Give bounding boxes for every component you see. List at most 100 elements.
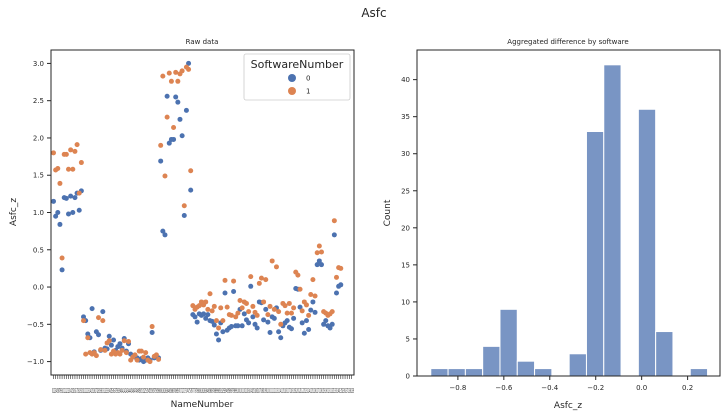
- scatter-point-software-1: [329, 309, 335, 315]
- scatter-point-software-0: [254, 325, 260, 331]
- figure-title: Asfc: [361, 6, 386, 20]
- histogram-y-tick-label: 5: [406, 335, 410, 343]
- scatter-point-software-1: [143, 350, 149, 356]
- scatter-point-software-1: [149, 324, 155, 330]
- scatter-point-software-0: [181, 212, 187, 218]
- scatter-point-software-0: [252, 321, 258, 327]
- scatter-point-software-0: [288, 326, 294, 332]
- scatter-point-software-1: [233, 314, 239, 320]
- scatter-point-software-1: [119, 347, 125, 353]
- histogram-x-tick-label: −0.2: [587, 384, 604, 392]
- scatter-point-software-1: [51, 150, 56, 156]
- histogram-y-tick-label: 40: [401, 76, 410, 84]
- scatter-point-software-1: [164, 114, 170, 120]
- scatter-point-software-1: [98, 347, 104, 353]
- scatter-point-software-0: [284, 318, 290, 324]
- scatter-point-software-0: [175, 99, 181, 105]
- scatter-point-software-1: [138, 348, 144, 354]
- scatter-point-software-1: [291, 305, 297, 311]
- histogram-x-tick-label: 0.2: [682, 384, 693, 392]
- scatter-point-software-0: [267, 330, 273, 336]
- scatter-point-software-1: [220, 318, 226, 324]
- raw-data-y-tick-label: 3.0: [33, 60, 44, 68]
- raw-data-y-tick-label: 0.5: [33, 246, 44, 254]
- scatter-point-software-0: [228, 324, 234, 330]
- scatter-point-software-1: [297, 286, 303, 292]
- scatter-point-software-1: [224, 304, 230, 310]
- histogram-y-ticks: 0 5 10 15 20 25 30 35 40: [401, 76, 417, 381]
- scatter-point-software-0: [100, 309, 106, 315]
- scatter-point-software-1: [59, 255, 65, 261]
- histogram-y-axis-label: Count: [383, 199, 393, 226]
- scatter-point-software-1: [267, 303, 273, 309]
- scatter-point-software-0: [183, 107, 189, 113]
- scatter-point-software-0: [179, 133, 185, 139]
- legend-title: SoftwareNumber: [251, 58, 344, 71]
- scatter-point-software-0: [316, 258, 322, 264]
- scatter-point-software-0: [301, 330, 307, 336]
- histogram-y-tick-label: 30: [401, 150, 410, 158]
- scatter-point-software-1: [63, 151, 69, 157]
- scatter-point-software-0: [333, 290, 339, 296]
- histogram-bar: [447, 368, 466, 377]
- scatter-point-software-0: [312, 309, 318, 315]
- scatter-point-software-0: [203, 315, 209, 321]
- scatter-point-software-1: [316, 243, 322, 249]
- scatter-point-software-0: [72, 195, 78, 201]
- scatter-point-software-0: [220, 329, 226, 335]
- scatter-point-software-1: [179, 68, 185, 74]
- scatter-point-software-1: [308, 291, 314, 297]
- scatter-point-software-1: [271, 306, 277, 312]
- raw-data-y-tick-label: 1.5: [33, 172, 44, 180]
- scatter-point-software-1: [141, 354, 147, 360]
- scatter-point-software-1: [248, 274, 254, 280]
- raw-data-y-tick-label: −1.0: [27, 358, 44, 366]
- scatter-point-software-1: [134, 357, 140, 363]
- raw-data-y-ticks: −1.0 −0.5 0.0 0.5 1.0 1.5 2.0 2.5 3.0: [27, 60, 51, 366]
- scatter-point-software-1: [276, 309, 282, 315]
- raw-data-y-tick-label: 2.5: [33, 97, 44, 105]
- scatter-point-software-1: [286, 300, 292, 306]
- scatter-point-software-1: [158, 142, 164, 148]
- scatter-point-software-0: [59, 267, 65, 273]
- scatter-point-software-0: [66, 211, 72, 217]
- raw-data-points: [51, 60, 344, 365]
- scatter-point-software-1: [78, 160, 84, 166]
- scatter-point-software-1: [295, 272, 301, 278]
- scatter-point-software-1: [181, 203, 187, 209]
- histogram-bar: [637, 108, 657, 377]
- scatter-point-software-0: [89, 306, 95, 312]
- scatter-point-software-1: [160, 73, 166, 79]
- scatter-point-software-1: [265, 312, 271, 318]
- scatter-point-software-0: [310, 299, 316, 305]
- histogram-x-ticks: −0.8 −0.6 −0.4 −0.2 0.0 0.2: [449, 376, 693, 392]
- scatter-point-software-0: [51, 198, 56, 204]
- scatter-point-software-1: [203, 299, 209, 305]
- scatter-point-software-0: [327, 325, 333, 331]
- scatter-point-software-0: [213, 331, 219, 337]
- raw-data-y-tick-label: 0.0: [33, 284, 44, 292]
- difference-histogram: Aggregated difference by software 0 5 10 15…: [383, 38, 721, 411]
- scatter-point-software-1: [57, 180, 63, 186]
- scatter-point-software-1: [338, 265, 344, 271]
- scatter-point-software-0: [235, 323, 241, 329]
- scatter-point-software-0: [265, 319, 271, 325]
- histogram-x-tick-label: 0.0: [636, 384, 647, 392]
- scatter-point-software-1: [85, 335, 91, 341]
- scatter-point-software-0: [308, 307, 314, 313]
- scatter-point-software-1: [102, 347, 108, 353]
- scatter-point-software-0: [186, 60, 192, 66]
- scatter-point-software-0: [303, 318, 309, 324]
- histogram-y-tick-label: 20: [401, 224, 410, 232]
- scatter-point-software-1: [278, 321, 284, 327]
- scatter-point-software-1: [256, 280, 262, 286]
- histogram-bar: [568, 353, 587, 377]
- scatter-point-software-0: [108, 342, 114, 348]
- scatter-point-software-0: [160, 228, 166, 234]
- histogram-bar: [482, 345, 501, 377]
- histogram-x-tick-label: −0.8: [449, 384, 466, 392]
- scatter-point-software-1: [209, 308, 215, 314]
- scatter-point-software-0: [81, 314, 87, 320]
- scatter-point-software-0: [250, 314, 256, 320]
- histogram-bar: [516, 360, 536, 377]
